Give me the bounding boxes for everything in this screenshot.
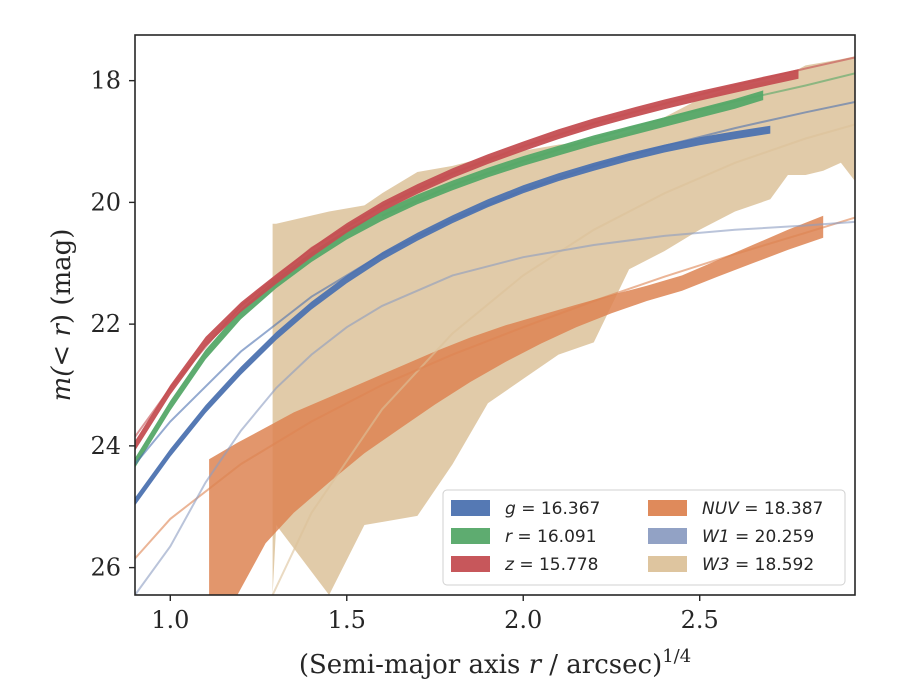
model-curve-w1 [135,220,855,595]
model-curve-z [135,56,855,438]
legend-label-g: g = 16.367 [505,499,600,519]
model-curve-r [381,72,855,217]
legend-box [442,489,846,586]
x-axis: 1.0 1.5 2.0 2.5 [151,595,719,634]
band-nuv [209,215,824,595]
model-curve-nuv [135,216,855,560]
model-curve-w3 [271,123,855,595]
legend-label-w1: W1 = 20.259 [702,527,814,547]
legend-label-nuv: NUV = 18.387 [702,499,823,519]
x-tick-label: 2.0 [504,606,542,634]
x-tick-label: 1.0 [151,606,189,634]
legend-label-r: r = 16.091 [505,527,597,547]
y-axis-label: m(< r) (mag) [47,229,77,402]
y-tick-label: 24 [90,432,121,460]
legend-swatch-z [451,556,490,572]
legend-label-z: z = 15.778 [504,555,598,575]
y-tick-label: 22 [90,310,121,338]
legend-swatch-w3 [648,556,687,572]
x-axis-label: (Semi-major axis r / arcsec)1/4 [299,646,691,680]
legend-label-w3: W3 = 18.592 [702,555,814,575]
legend: g = 16.367 r = 16.091 z = 15.778 NUV = 18.3… [442,489,846,586]
legend-swatch-r [451,528,490,544]
plot-frame [134,34,856,596]
y-tick-label: 20 [90,188,121,216]
y-tick-label: 18 [90,67,121,95]
legend-swatch-g [451,500,490,516]
x-tick-label: 2.5 [681,606,719,634]
legend-swatch-w1 [648,528,687,544]
plot-area [135,56,855,595]
y-tick-label: 26 [90,554,121,582]
x-tick-label: 1.5 [328,606,366,634]
legend-swatch-nuv [648,500,687,516]
model-curve-g [135,101,855,465]
y-axis: 18 20 22 24 26 [90,67,135,582]
